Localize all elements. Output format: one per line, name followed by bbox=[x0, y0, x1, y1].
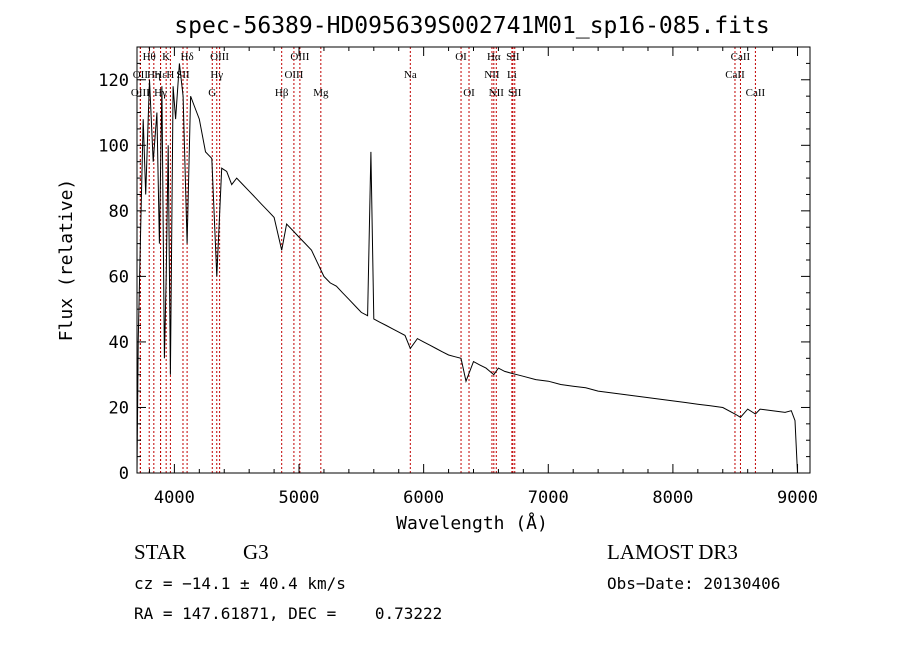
spectral-line-label: G bbox=[208, 87, 216, 99]
spectral-line-label: H bbox=[166, 69, 174, 81]
spectral-line-label: Hε bbox=[154, 69, 167, 81]
spectral-line-label: Hθ bbox=[143, 51, 156, 63]
spectral-line-label: Mg bbox=[313, 87, 329, 99]
object-class: STAR bbox=[134, 540, 186, 564]
spectral-line-label: K bbox=[162, 51, 170, 63]
object-subclass: G3 bbox=[243, 540, 269, 564]
spectral-line-label: Hγ bbox=[210, 69, 223, 81]
y-tick-label: 40 bbox=[109, 333, 129, 353]
coordinates: RA = 147.61871, DEC = 0.73222 bbox=[134, 604, 443, 623]
spectral-line-label: OIII bbox=[210, 51, 229, 63]
y-axis-ticks: 0 20 40 60 80 100 120 bbox=[98, 62, 810, 484]
spectral-line-label: Hη bbox=[147, 69, 161, 81]
spectral-line-label: OI bbox=[455, 51, 467, 63]
y-tick-label: 100 bbox=[98, 136, 129, 156]
y-tick-label: 60 bbox=[109, 267, 129, 287]
x-tick-label: 5000 bbox=[279, 488, 320, 508]
spectral-line-label: Na bbox=[404, 69, 417, 81]
flux-series-line bbox=[136, 63, 798, 474]
spectral-line-label: CaII bbox=[725, 69, 745, 81]
y-tick-label: 80 bbox=[109, 202, 129, 222]
x-tick-label: 6000 bbox=[403, 488, 444, 508]
spectral-line-label: OIII bbox=[284, 69, 303, 81]
spectral-line-label: OIII bbox=[290, 51, 309, 63]
survey-name: LAMOST DR3 bbox=[607, 540, 738, 564]
spectral-line-label: Hγ bbox=[154, 87, 167, 99]
spectral-line-markers bbox=[139, 47, 756, 473]
spectral-line-label: CaII bbox=[731, 51, 751, 63]
spectral-line-label: NII bbox=[489, 87, 505, 99]
chart-title: spec-56389-HD095639S002741M01_sp16-085.f… bbox=[174, 13, 769, 39]
spectral-line-label: OI bbox=[463, 87, 475, 99]
spectral-line-label: OIII bbox=[131, 87, 150, 99]
spectral-line-label: Hβ bbox=[275, 87, 289, 99]
redshift-cz: cz = −14.1 ± 40.4 km/s bbox=[134, 574, 346, 593]
spectral-line-label: Hα bbox=[487, 51, 501, 63]
x-axis-ticks: 4000 5000 6000 7000 8000 9000 bbox=[148, 47, 818, 508]
observation-date: Obs−Date: 20130406 bbox=[607, 574, 781, 593]
x-tick-label: 7000 bbox=[528, 488, 569, 508]
spectral-line-label: SII bbox=[508, 87, 522, 99]
plot-frame bbox=[136, 46, 811, 474]
spectral-line-label: NII bbox=[484, 69, 500, 81]
y-axis-label: Flux (relative) bbox=[56, 179, 77, 342]
x-tick-label: 8000 bbox=[652, 488, 693, 508]
spectral-line-label: SII bbox=[176, 69, 190, 81]
spectral-line-label: Hδ bbox=[181, 51, 194, 63]
y-tick-label: 20 bbox=[109, 398, 129, 418]
y-tick-label: 0 bbox=[119, 464, 129, 484]
spectral-line-label: SII bbox=[506, 51, 520, 63]
spectral-line-label: Li bbox=[507, 69, 517, 81]
x-axis-label: Wavelength (Å) bbox=[396, 512, 548, 534]
x-tick-label: 9000 bbox=[777, 488, 818, 508]
y-tick-label: 120 bbox=[98, 71, 129, 91]
x-tick-label: 4000 bbox=[154, 488, 195, 508]
spectral-line-label: CaII bbox=[746, 87, 766, 99]
